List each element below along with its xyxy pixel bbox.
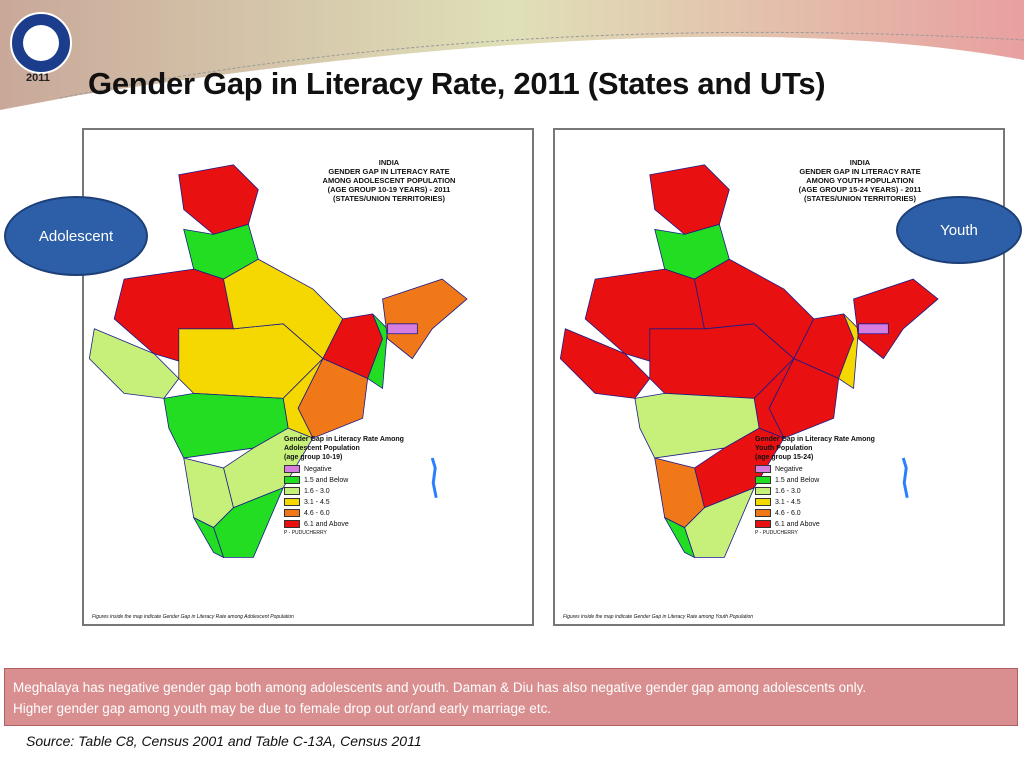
map-note: P - PUDUCHERRY <box>284 530 327 536</box>
india-map <box>88 164 468 559</box>
state-ne <box>853 278 939 360</box>
legend-item: 3.1 - 4.5 <box>284 498 444 506</box>
map-title-line: INDIA <box>378 158 400 167</box>
legend-item: 3.1 - 4.5 <box>755 498 915 506</box>
map-legend: Gender Gap in Literacy Rate Among Youth P… <box>755 435 915 528</box>
state-wb <box>838 313 859 390</box>
note-line: Meghalaya has negative gender gap both a… <box>13 680 867 695</box>
legend-title-line: Youth Population <box>755 445 813 452</box>
legend-label: 4.6 - 6.0 <box>775 509 801 517</box>
legend-item: 1.5 and Below <box>755 476 915 484</box>
legend-label: 3.1 - 4.5 <box>304 498 330 506</box>
legend-swatch <box>755 487 771 495</box>
legend-title-line: (age group 10-19) <box>284 454 343 461</box>
state-kerala <box>192 516 225 559</box>
map-footer: Figures inside the map indicate Gender G… <box>563 614 754 620</box>
state-wb <box>367 313 388 390</box>
legend-swatch <box>284 465 300 473</box>
legend-swatch <box>284 476 300 484</box>
map-title-line: AMONG ADOLESCENT POPULATION <box>322 176 456 185</box>
legend-title-line: Adolescent Population <box>284 445 360 452</box>
legend-item: 6.1 and Above <box>284 520 444 528</box>
legend-label: 1.5 and Below <box>775 476 820 484</box>
map-title-line: (AGE GROUP 15-24 YEARS) - 2011 <box>798 185 922 194</box>
map-footer: Figures inside the map indicate Gender G… <box>92 614 294 620</box>
census-logo <box>10 12 72 74</box>
map-title-line: GENDER GAP IN LITERACY RATE <box>328 167 450 176</box>
legend-label: Negative <box>304 465 332 473</box>
youth-label: Youth <box>896 196 1022 264</box>
legend-swatch <box>284 509 300 517</box>
slide-title: Gender Gap in Literacy Rate, 2011 (State… <box>88 66 826 101</box>
map-note: P - PUDUCHERRY <box>755 530 798 536</box>
source-text: Source: Table C8, Census 2001 and Table … <box>26 733 422 749</box>
legend-label: 1.5 and Below <box>304 476 349 484</box>
islands <box>901 457 909 499</box>
note-line: Higher gender gap among youth may be due… <box>13 701 552 716</box>
legend-swatch <box>284 498 300 506</box>
legend-item: 1.6 - 3.0 <box>284 487 444 495</box>
adolescent-label: Adolescent <box>4 196 148 276</box>
legend-title-line: Gender Gap in Literacy Rate Among <box>755 436 875 443</box>
legend-swatch <box>284 487 300 495</box>
map-title: INDIA GENDER GAP IN LITERACY RATE AMONG AD… <box>279 158 499 203</box>
legend-title-line: Gender Gap in Literacy Rate Among <box>284 436 404 443</box>
state-meghalaya <box>387 323 418 335</box>
legend-label: 4.6 - 6.0 <box>304 509 330 517</box>
logo-year: 2011 <box>26 72 50 84</box>
map-title: INDIA GENDER GAP IN LITERACY RATE AMONG YO… <box>750 158 970 203</box>
legend-label: 1.6 - 3.0 <box>304 487 330 495</box>
map-title-line: (STATES/UNION TERRITORIES) <box>332 194 446 203</box>
state-meghalaya <box>858 323 889 335</box>
legend-title-line: (age group 15-24) <box>755 454 814 461</box>
state-kerala <box>663 516 696 559</box>
legend-label: 1.6 - 3.0 <box>775 487 801 495</box>
legend-swatch <box>755 476 771 484</box>
legend-item: Negative <box>755 465 915 473</box>
legend-item: 4.6 - 6.0 <box>284 509 444 517</box>
legend-label: 6.1 and Above <box>775 520 820 528</box>
legend-label: 3.1 - 4.5 <box>775 498 801 506</box>
map-title-line: (AGE GROUP 10-19 YEARS) - 2011 <box>327 185 451 194</box>
map-title-line: AMONG YOUTH POPULATION <box>806 176 914 185</box>
legend-swatch <box>755 498 771 506</box>
state-jk <box>178 164 259 235</box>
state-ne <box>382 278 468 360</box>
legend-label: Negative <box>775 465 803 473</box>
legend-swatch <box>284 520 300 528</box>
legend-swatch <box>755 509 771 517</box>
legend-item: Negative <box>284 465 444 473</box>
legend-label: 6.1 and Above <box>304 520 349 528</box>
legend-item: 1.5 and Below <box>284 476 444 484</box>
islands <box>430 457 438 499</box>
note-box: Meghalaya has negative gender gap both a… <box>4 668 1018 726</box>
legend-item: 6.1 and Above <box>755 520 915 528</box>
legend-swatch <box>755 465 771 473</box>
legend-item: 1.6 - 3.0 <box>755 487 915 495</box>
adolescent-map: INDIA GENDER GAP IN LITERACY RATE AMONG AD… <box>82 128 534 626</box>
map-legend: Gender Gap in Literacy Rate Among Adolesc… <box>284 435 444 528</box>
map-title-line: (STATES/UNION TERRITORIES) <box>803 194 917 203</box>
india-map <box>559 164 939 559</box>
legend-swatch <box>755 520 771 528</box>
map-title-line: INDIA <box>849 158 871 167</box>
legend-item: 4.6 - 6.0 <box>755 509 915 517</box>
map-title-line: GENDER GAP IN LITERACY RATE <box>799 167 921 176</box>
state-jk <box>649 164 730 235</box>
